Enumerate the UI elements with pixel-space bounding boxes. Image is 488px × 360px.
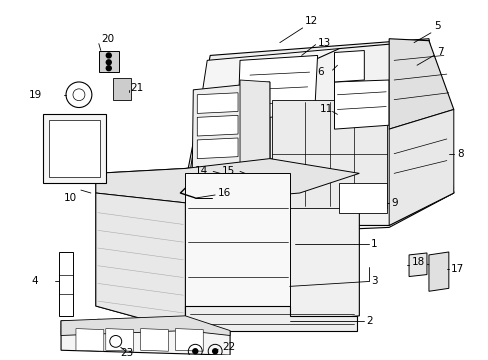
Polygon shape bbox=[105, 329, 133, 351]
Polygon shape bbox=[271, 100, 386, 208]
Polygon shape bbox=[238, 55, 317, 119]
Polygon shape bbox=[334, 80, 388, 129]
Text: 7: 7 bbox=[436, 48, 443, 58]
Polygon shape bbox=[197, 115, 238, 136]
Polygon shape bbox=[388, 109, 453, 225]
Text: 14: 14 bbox=[195, 166, 208, 176]
Polygon shape bbox=[49, 120, 100, 177]
Circle shape bbox=[106, 53, 111, 58]
Text: 19: 19 bbox=[29, 90, 42, 100]
Text: 4: 4 bbox=[31, 276, 38, 287]
Polygon shape bbox=[269, 41, 453, 225]
Polygon shape bbox=[197, 138, 238, 159]
Circle shape bbox=[192, 349, 197, 354]
Polygon shape bbox=[43, 114, 105, 183]
Text: 2: 2 bbox=[366, 316, 372, 326]
Polygon shape bbox=[388, 39, 453, 129]
Polygon shape bbox=[185, 174, 289, 306]
Circle shape bbox=[212, 349, 217, 354]
Text: 10: 10 bbox=[64, 193, 77, 203]
Polygon shape bbox=[240, 80, 269, 174]
Polygon shape bbox=[185, 306, 357, 330]
Circle shape bbox=[106, 60, 111, 65]
Text: 20: 20 bbox=[101, 34, 114, 44]
Text: 21: 21 bbox=[130, 83, 143, 93]
Polygon shape bbox=[59, 252, 73, 316]
Text: 13: 13 bbox=[317, 38, 330, 48]
Polygon shape bbox=[113, 78, 130, 100]
Polygon shape bbox=[428, 252, 448, 291]
Polygon shape bbox=[96, 159, 359, 203]
Text: 5: 5 bbox=[433, 21, 440, 31]
Polygon shape bbox=[61, 316, 230, 336]
Polygon shape bbox=[96, 193, 185, 330]
Text: 6: 6 bbox=[317, 67, 324, 77]
Text: 1: 1 bbox=[370, 239, 377, 249]
Text: 16: 16 bbox=[218, 188, 231, 198]
Text: 23: 23 bbox=[121, 348, 134, 358]
Polygon shape bbox=[141, 329, 168, 351]
Polygon shape bbox=[99, 50, 119, 72]
Text: 15: 15 bbox=[222, 166, 235, 176]
Text: 8: 8 bbox=[456, 149, 463, 159]
Text: 17: 17 bbox=[450, 264, 463, 274]
Polygon shape bbox=[61, 321, 230, 355]
Polygon shape bbox=[334, 50, 364, 82]
Polygon shape bbox=[175, 329, 203, 351]
Polygon shape bbox=[197, 93, 238, 113]
Circle shape bbox=[106, 66, 111, 71]
Polygon shape bbox=[185, 39, 453, 232]
Text: 12: 12 bbox=[304, 16, 317, 26]
Polygon shape bbox=[192, 82, 269, 174]
Polygon shape bbox=[408, 253, 426, 276]
Text: 18: 18 bbox=[411, 257, 425, 267]
Polygon shape bbox=[339, 183, 386, 213]
Polygon shape bbox=[96, 159, 359, 330]
Text: 3: 3 bbox=[370, 276, 377, 287]
Polygon shape bbox=[76, 329, 103, 351]
Text: 22: 22 bbox=[222, 342, 235, 352]
Polygon shape bbox=[188, 49, 339, 183]
Text: 11: 11 bbox=[319, 104, 332, 114]
Text: 9: 9 bbox=[390, 198, 397, 208]
